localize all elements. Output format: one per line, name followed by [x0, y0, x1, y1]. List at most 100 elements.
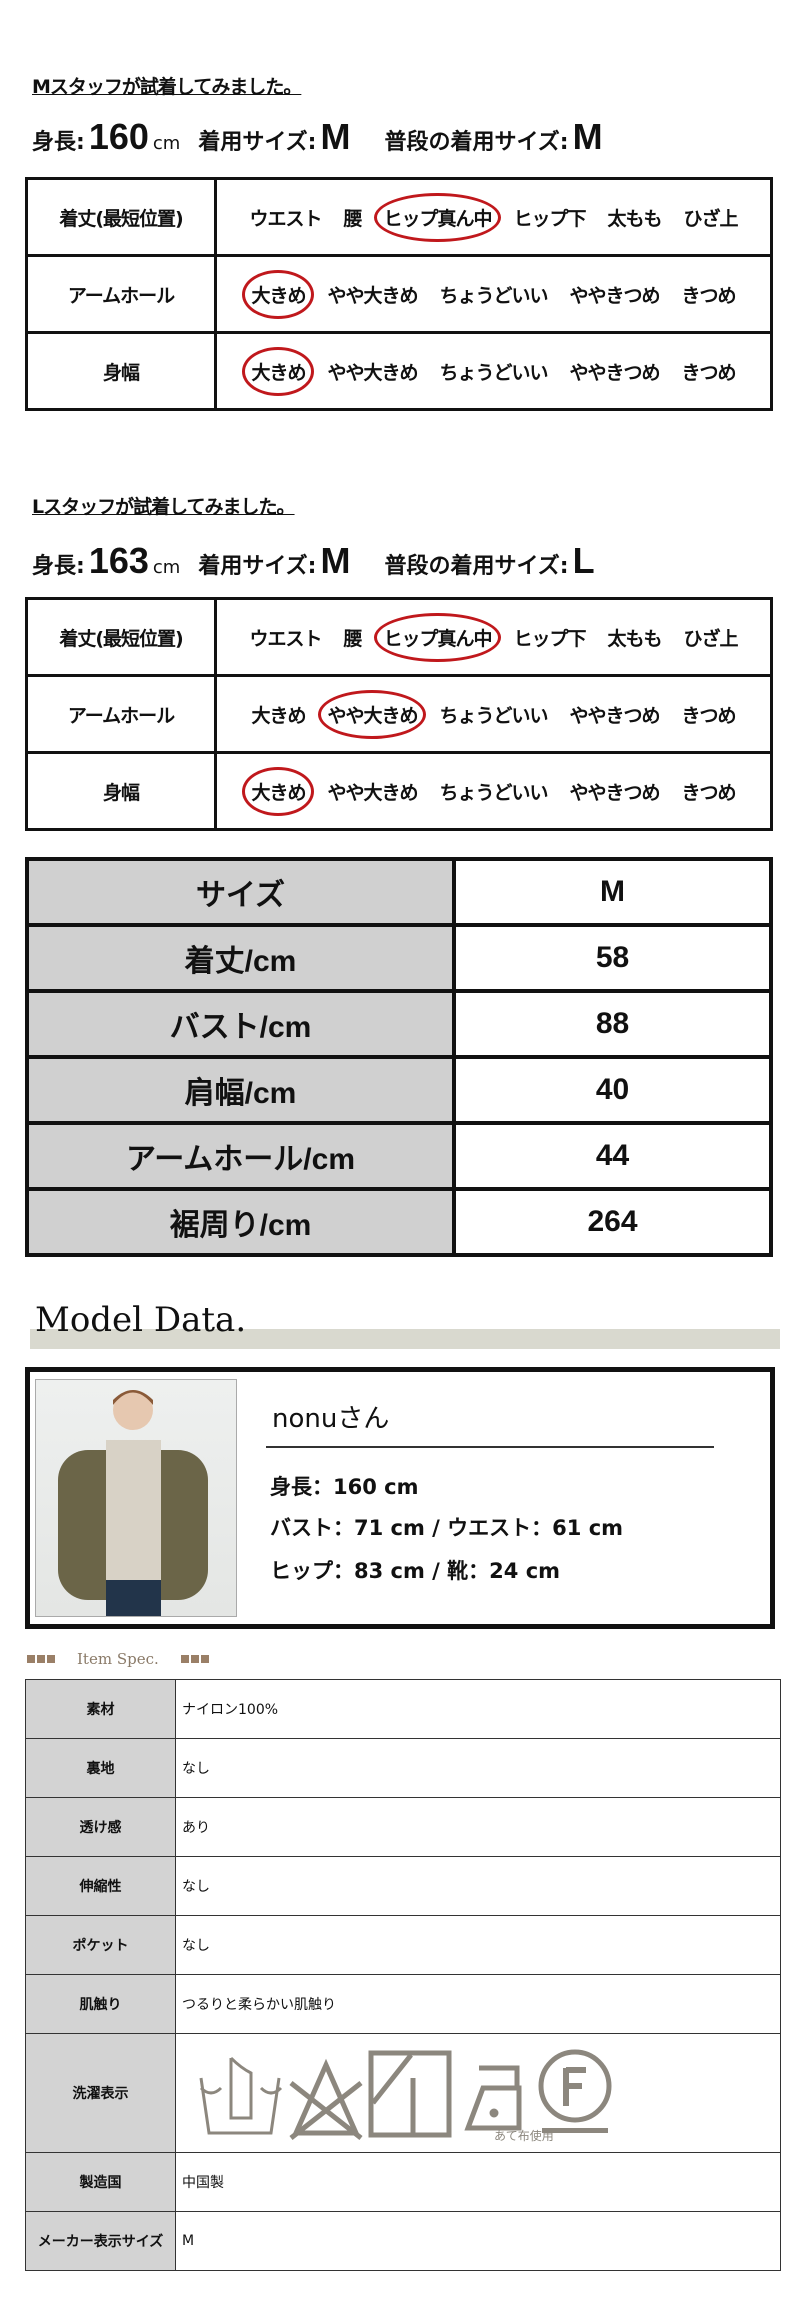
- spec-label: ポケット: [25, 1915, 176, 1975]
- size-row: 肩幅/cm 40: [25, 1055, 773, 1125]
- spec-row: 素材 ナイロン100%: [25, 1679, 781, 1739]
- staff-stats: 身長: 160 cm 着用サイズ: M 普段の着用サイズ: M: [32, 116, 603, 158]
- spec-value: なし: [175, 1915, 781, 1975]
- spec-row: 裏地 なし: [25, 1738, 781, 1798]
- squares-icon: [27, 1655, 55, 1663]
- wash-icons: [199, 2050, 522, 2140]
- wash-symbols: あて布使用: [175, 2033, 781, 2153]
- fit-option: きつめ: [681, 284, 737, 307]
- fit-option: ウエスト: [249, 627, 322, 650]
- spec-label: 透け感: [25, 1797, 176, 1857]
- model-heading: Model Data.: [35, 1300, 247, 1340]
- fit-table: 着丈(最短位置) ウエスト腰ヒップ真ん中 ヒップ下 太もも ひざ上 アームホール 大きめ やや…: [25, 177, 773, 411]
- spec-row: 伸縮性 なし: [25, 1856, 781, 1916]
- size-row: サイズ M: [25, 857, 773, 927]
- height-label: 身長:: [32, 554, 85, 579]
- spec-label: 裏地: [25, 1738, 176, 1798]
- wear-size-value: M: [320, 540, 351, 581]
- fit-option: 太もも: [607, 627, 663, 650]
- fit-row-label: 着丈(最短位置): [25, 177, 217, 257]
- spec-label: 製造国: [25, 2152, 176, 2212]
- fit-option: 腰: [343, 627, 362, 650]
- wear-size-value: M: [320, 116, 351, 157]
- fit-option: きつめ: [681, 361, 737, 384]
- size-label: 着丈/cm: [25, 923, 456, 993]
- height-value: 160: [88, 116, 149, 157]
- dry-clean-f-icon: [538, 2049, 612, 2133]
- height-label: 身長:: [32, 130, 85, 155]
- fit-options: ウエスト腰ヒップ真ん中 ヒップ下 太もも ひざ上: [214, 177, 773, 257]
- size-value: M: [452, 857, 773, 927]
- fit-option: ややきつめ: [569, 361, 661, 384]
- spec-value: つるりと柔らかい肌触り: [175, 1974, 781, 2034]
- fit-option: きつめ: [681, 704, 737, 727]
- fit-option: ちょうどいい: [439, 361, 548, 384]
- fit-option: ヒップ下: [513, 207, 587, 230]
- usual-size-label: 普段の着用サイズ:: [384, 130, 569, 155]
- spec-value: M: [175, 2211, 781, 2271]
- wear-size-label: 着用サイズ:: [198, 554, 317, 579]
- spec-row: ポケット なし: [25, 1915, 781, 1975]
- fit-options: ウエスト腰ヒップ真ん中 ヒップ下 太もも ひざ上: [214, 597, 773, 677]
- size-label: 肩幅/cm: [25, 1055, 456, 1125]
- fit-title: Mスタッフが試着してみました。: [32, 76, 302, 98]
- usual-size-value: M: [572, 116, 603, 157]
- fit-table: 着丈(最短位置) ウエスト腰ヒップ真ん中 ヒップ下 太もも ひざ上 アームホール 大きめ やや…: [25, 597, 773, 831]
- size-row: 裾周り/cm 264: [25, 1187, 773, 1257]
- size-row: バスト/cm 88: [25, 989, 773, 1059]
- usual-size-value: L: [572, 540, 595, 581]
- model-photo: [35, 1379, 237, 1617]
- fit-option: ややきつめ: [569, 284, 661, 307]
- size-label: バスト/cm: [25, 989, 456, 1059]
- wear-size-label: 着用サイズ:: [198, 130, 317, 155]
- iron-note: あて布使用: [494, 2129, 554, 2143]
- spec-row: 肌触り つるりと柔らかい肌触り: [25, 1974, 781, 2034]
- fit-option: ヒップ下: [513, 627, 587, 650]
- model-bust-waist: バスト：71 cm / ウエスト：61 cm: [270, 1516, 624, 1540]
- fit-option: きつめ: [681, 781, 737, 804]
- spec-value: あり: [175, 1797, 781, 1857]
- size-label: アームホール/cm: [25, 1121, 456, 1191]
- spec-label: 素材: [25, 1679, 176, 1739]
- fit-option: ウエスト: [249, 207, 322, 230]
- usual-size-label: 普段の着用サイズ:: [384, 554, 569, 579]
- fit-row-label: 着丈(最短位置): [25, 597, 217, 677]
- fit-row: アームホール 大きめ やや大きめ ちょうどいい ややきつめ きつめ: [25, 674, 773, 754]
- model-name: nonuさん: [272, 1404, 390, 1434]
- fit-title: Lスタッフが試着してみました。: [32, 496, 296, 518]
- spec-value: 中国製: [175, 2152, 781, 2212]
- spec-label: メーカー表示サイズ: [25, 2211, 176, 2271]
- fit-option: 太もも: [607, 207, 663, 230]
- size-table: サイズ M 着丈/cm 58 バスト/cm 88 肩幅/cm 40 アームホール/cm 44 裾周り…: [25, 857, 773, 1257]
- size-value: 264: [452, 1187, 773, 1257]
- fit-row-label: 身幅: [25, 331, 217, 411]
- size-value: 88: [452, 989, 773, 1059]
- spec-label: 肌触り: [25, 1974, 176, 2034]
- fit-option: ちょうどいい: [439, 781, 548, 804]
- size-value: 40: [452, 1055, 773, 1125]
- size-value: 58: [452, 923, 773, 993]
- size-value: 44: [452, 1121, 773, 1191]
- selected-fit-option: ヒップ真ん中: [374, 612, 501, 662]
- fit-row: 身幅 大きめ やや大きめ ちょうどいい ややきつめ きつめ: [25, 331, 773, 411]
- fit-row: 着丈(最短位置) ウエスト腰ヒップ真ん中 ヒップ下 太もも ひざ上: [25, 597, 773, 677]
- size-row: 着丈/cm 58: [25, 923, 773, 993]
- fit-options: 大きめ やや大きめ ちょうどいい ややきつめ きつめ: [214, 331, 773, 411]
- fit-option: やや大きめ: [327, 284, 418, 307]
- fit-option: ちょうどいい: [439, 284, 548, 307]
- fit-row-label: アームホール: [25, 254, 217, 334]
- height-unit: cm: [152, 557, 181, 578]
- model-heading-bar: [30, 1329, 780, 1349]
- spec-table: 素材 ナイロン100% 裏地 なし 透け感 あり 伸縮性 なし ポケット なし 肌触り つるりと柔らか…: [25, 1679, 781, 2271]
- fit-row: アームホール 大きめ やや大きめ ちょうどいい ややきつめ きつめ: [25, 254, 773, 334]
- item-spec-heading: Item Spec.: [27, 1650, 209, 1668]
- height-value: 163: [88, 540, 149, 581]
- model-hip-shoe: ヒップ：83 cm / 靴：24 cm: [270, 1559, 561, 1583]
- divider: [266, 1446, 714, 1448]
- iron-low-with-cloth-icon: [464, 2065, 522, 2131]
- fit-option: やや大きめ: [327, 361, 418, 384]
- fit-row-label: 身幅: [25, 751, 217, 831]
- spec-row: 透け感 あり: [25, 1797, 781, 1857]
- selected-fit-option: 大きめ: [242, 766, 315, 816]
- fit-option: ややきつめ: [569, 781, 661, 804]
